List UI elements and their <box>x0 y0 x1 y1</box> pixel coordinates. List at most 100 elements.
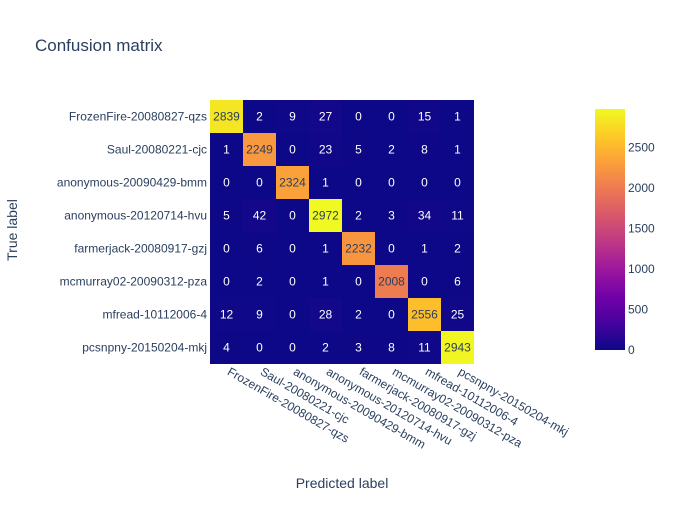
heatmap-cell <box>309 199 342 232</box>
heatmap-cell-value: 8 <box>388 341 395 355</box>
y-tick-label: farmerjack-20080917-gzj <box>74 242 207 256</box>
heatmap-cell-value: 3 <box>355 341 362 355</box>
heatmap-cell-value: 6 <box>256 242 263 256</box>
heatmap-cell-value: 0 <box>421 176 428 190</box>
heatmap-cell <box>210 133 243 166</box>
heatmap-cells <box>210 100 474 364</box>
heatmap-cell-value: 5 <box>223 209 230 223</box>
heatmap-cell <box>210 199 243 232</box>
heatmap-cell <box>375 199 408 232</box>
heatmap-cell <box>309 232 342 265</box>
heatmap-cell-value: 0 <box>388 176 395 190</box>
heatmap-cell <box>243 166 276 199</box>
heatmap-cell-value: 6 <box>454 275 461 289</box>
heatmap-cell-value: 15 <box>418 110 432 124</box>
heatmap-cell <box>210 331 243 364</box>
heatmap-cell-value: 2232 <box>345 242 372 256</box>
heatmap-cell <box>408 133 441 166</box>
y-axis-ticks: FrozenFire-20080827-qzs Saul-20080221-cjc… <box>57 110 207 355</box>
heatmap-cell-value: 1 <box>454 143 461 157</box>
heatmap-cell-value: 0 <box>355 110 362 124</box>
y-tick-label: anonymous-20090429-bmm <box>57 176 207 190</box>
heatmap-cell-value: 2 <box>355 308 362 322</box>
y-tick-label: FrozenFire-20080827-qzs <box>69 110 207 124</box>
heatmap-cell-value: 42 <box>253 209 267 223</box>
heatmap-cell-value: 0 <box>289 275 296 289</box>
heatmap-cell <box>210 100 243 133</box>
heatmap-cell-value: 2 <box>388 143 395 157</box>
heatmap-cell <box>243 331 276 364</box>
heatmap-cell-value: 0 <box>388 308 395 322</box>
y-axis-title: True label <box>4 199 20 261</box>
heatmap-cell <box>441 331 474 364</box>
heatmap-cell <box>342 166 375 199</box>
heatmap-cell <box>441 133 474 166</box>
x-axis-ticks: FrozenFire-20080827-qzsSaul-20080221-cjc… <box>225 364 571 451</box>
heatmap-cell <box>243 100 276 133</box>
heatmap-cell-value: 2249 <box>246 143 273 157</box>
heatmap-cell-value: 2 <box>256 275 263 289</box>
colorbar-tick-label: 500 <box>628 302 648 316</box>
heatmap-cell-value: 25 <box>451 308 465 322</box>
heatmap-cell <box>408 199 441 232</box>
heatmap-cell-value: 0 <box>289 308 296 322</box>
heatmap-cell-value: 2 <box>256 110 263 124</box>
heatmap-cell-value: 1 <box>421 242 428 256</box>
heatmap-cell <box>441 166 474 199</box>
heatmap-cell <box>243 298 276 331</box>
heatmap-cell <box>375 166 408 199</box>
heatmap-cell <box>441 265 474 298</box>
heatmap-cell <box>243 265 276 298</box>
heatmap-cell-value: 0 <box>388 242 395 256</box>
heatmap-cell <box>276 133 309 166</box>
colorbar-tick-label: 1500 <box>628 221 655 235</box>
heatmap-cell <box>276 298 309 331</box>
heatmap-cell <box>276 166 309 199</box>
heatmap-cell <box>210 232 243 265</box>
heatmap-cell <box>276 265 309 298</box>
heatmap-cell-value: 0 <box>289 242 296 256</box>
y-tick-label: anonymous-20120714-hvu <box>64 209 207 223</box>
heatmap-cell <box>441 232 474 265</box>
heatmap-cell-value: 0 <box>454 176 461 190</box>
heatmap-cell-value: 2008 <box>378 275 405 289</box>
y-tick-label: Saul-20080221-cjc <box>107 143 207 157</box>
heatmap-cell-value: 34 <box>418 209 432 223</box>
colorbar-tick-label: 0 <box>628 343 635 357</box>
heatmap-cell <box>276 199 309 232</box>
heatmap-cell-value: 9 <box>289 110 296 124</box>
heatmap-cell <box>309 265 342 298</box>
heatmap-cell-labels: 2839 2 9 27 0 0 15 11 2249 0 23 5 2 8 10 0 2324 1 0 0 0 05 42 0… <box>213 110 471 355</box>
heatmap-cell-value: 2556 <box>411 308 438 322</box>
heatmap-cell <box>408 331 441 364</box>
x-axis-title: Predicted label <box>296 475 389 491</box>
heatmap-cell-value: 1 <box>223 143 230 157</box>
heatmap-cell <box>210 166 243 199</box>
heatmap-cell-value: 23 <box>319 143 333 157</box>
heatmap-cell-value: 1 <box>322 275 329 289</box>
heatmap-cell <box>408 265 441 298</box>
heatmap-cell <box>243 199 276 232</box>
heatmap-cell-value: 27 <box>319 110 333 124</box>
heatmap-cell-value: 1 <box>322 242 329 256</box>
heatmap-cell-value: 3 <box>388 209 395 223</box>
heatmap-cell <box>441 199 474 232</box>
heatmap-cell <box>243 133 276 166</box>
heatmap-cell <box>276 232 309 265</box>
heatmap-cell <box>375 100 408 133</box>
heatmap-cell-value: 0 <box>355 275 362 289</box>
y-tick-label: pcsnpny-20150204-mkj <box>82 341 207 355</box>
heatmap-cell-value: 2 <box>355 209 362 223</box>
heatmap-cell <box>375 265 408 298</box>
heatmap-cell-value: 0 <box>421 275 428 289</box>
heatmap-cell-value: 0 <box>355 176 362 190</box>
y-tick-label: mfread-10112006-4 <box>102 308 207 322</box>
heatmap-cell <box>375 133 408 166</box>
heatmap-cell-value: 4 <box>223 341 230 355</box>
heatmap-cell <box>375 331 408 364</box>
heatmap-cell-value: 0 <box>223 176 230 190</box>
heatmap-cell <box>375 232 408 265</box>
heatmap-cell <box>210 265 243 298</box>
